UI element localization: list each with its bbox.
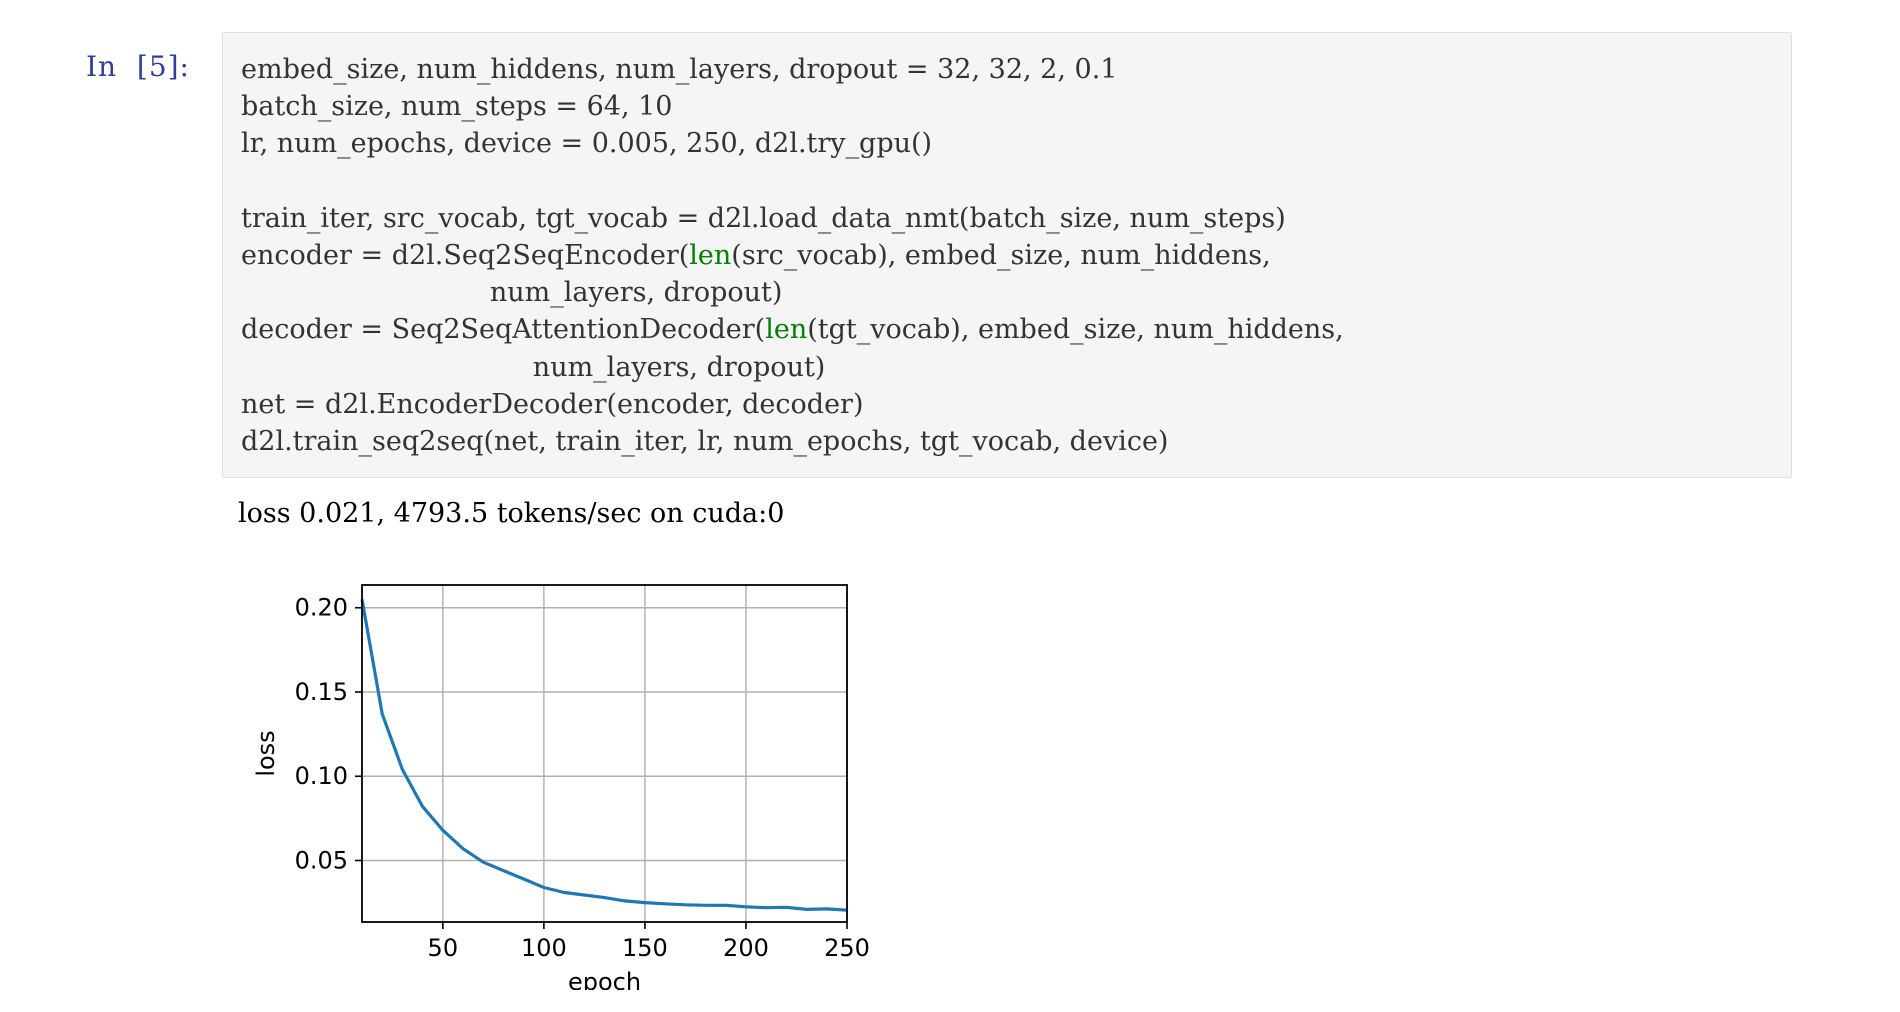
code-token: batch_size, num_steps = 64, 10 [241, 91, 673, 123]
code-token: d2l.train_seq2seq(net, train_iter, lr, n… [241, 426, 1169, 457]
code-line: encoder = d2l.Seq2SeqEncoder(len(src_voc… [241, 237, 1271, 274]
x-axis-label: epoch [568, 968, 641, 990]
builtin-token: len [765, 314, 808, 346]
code-line: num_layers, dropout) [241, 349, 826, 386]
series-line-loss [360, 599, 848, 912]
cell-prompt: In [5]: [86, 50, 190, 83]
code-token: lr, num_epochs, device = 0.005, 250, d2l… [241, 128, 933, 160]
code-token: train_iter, src_vocab, tgt_vocab = d2l.l… [241, 202, 1286, 234]
code-token: net = d2l.EncoderDecoder(encoder, decode… [241, 388, 864, 420]
loss-chart: 50 100 150 200 250 0.05 0.10 0.15 0.20 epoch loss [252, 584, 870, 990]
code-token: encoder = d2l.Seq2SeqEncoder( [241, 240, 690, 271]
y-tick-label: 0.15 [295, 678, 348, 706]
y-tick-label: 0.20 [295, 594, 348, 622]
x-tick-label: 200 [723, 934, 769, 962]
builtin-token: len [689, 240, 732, 271]
y-tick-label: 0.10 [295, 762, 348, 790]
code-token: decoder = Seq2SeqAttentionDecoder( [241, 314, 766, 346]
x-tick-label: 250 [824, 934, 870, 962]
cell-output-text: loss 0.021, 4793.5 tokens/sec on cuda:0 [238, 498, 785, 529]
x-tick-label: 100 [521, 934, 567, 962]
y-axis-label: loss [252, 730, 280, 776]
y-tick-label: 0.05 [295, 846, 348, 874]
code-cell[interactable]: embed_size, num_hiddens, num_layers, dro… [222, 32, 1792, 478]
code-line: train_iter, src_vocab, tgt_vocab = d2l.l… [241, 200, 1286, 237]
code-token: embed_size, num_hiddens, num_layers, dro… [241, 54, 1118, 85]
code-line: lr, num_epochs, device = 0.005, 250, d2l… [241, 125, 932, 162]
code-line: num_layers, dropout) [241, 274, 783, 311]
code-line: embed_size, num_hiddens, num_layers, dro… [241, 51, 1117, 88]
code-line: batch_size, num_steps = 64, 10 [241, 88, 672, 125]
x-tick-label: 150 [622, 934, 668, 962]
code-line: decoder = Seq2SeqAttentionDecoder(len(tg… [241, 311, 1344, 348]
plot-frame [361, 584, 848, 923]
code-token: num_layers, dropout) [241, 351, 826, 383]
code-token: (src_vocab), embed_size, num_hiddens, [731, 240, 1271, 271]
x-tick-label: 50 [428, 934, 459, 962]
code-line: net = d2l.EncoderDecoder(encoder, decode… [241, 386, 864, 423]
code-line: d2l.train_seq2seq(net, train_iter, lr, n… [241, 423, 1168, 460]
code-token: num_layers, dropout) [241, 277, 783, 309]
code-token: (tgt_vocab), embed_size, num_hiddens, [807, 314, 1344, 346]
